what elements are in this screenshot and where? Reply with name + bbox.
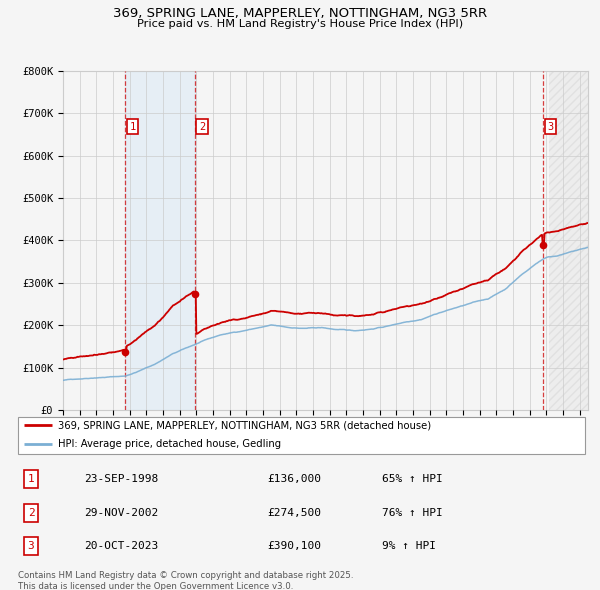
FancyBboxPatch shape [18, 417, 585, 454]
Text: 3: 3 [28, 541, 34, 551]
Text: HPI: Average price, detached house, Gedling: HPI: Average price, detached house, Gedl… [58, 439, 281, 449]
Text: 9% ↑ HPI: 9% ↑ HPI [382, 541, 436, 551]
Text: £274,500: £274,500 [267, 508, 321, 517]
Bar [549, 71, 588, 410]
Text: 1: 1 [130, 122, 136, 132]
Text: 3: 3 [547, 122, 553, 132]
Bar [549, 71, 588, 410]
Bar [125, 71, 195, 410]
Text: 369, SPRING LANE, MAPPERLEY, NOTTINGHAM, NG3 5RR (detached house): 369, SPRING LANE, MAPPERLEY, NOTTINGHAM,… [58, 421, 431, 430]
Text: £390,100: £390,100 [267, 541, 321, 551]
Text: 1: 1 [28, 474, 34, 484]
Text: 369, SPRING LANE, MAPPERLEY, NOTTINGHAM, NG3 5RR: 369, SPRING LANE, MAPPERLEY, NOTTINGHAM,… [113, 7, 487, 20]
Text: 29-NOV-2002: 29-NOV-2002 [84, 508, 158, 517]
Text: 65% ↑ HPI: 65% ↑ HPI [382, 474, 442, 484]
Text: £136,000: £136,000 [267, 474, 321, 484]
Text: 23-SEP-1998: 23-SEP-1998 [84, 474, 158, 484]
Text: 2: 2 [28, 508, 34, 517]
Text: Contains HM Land Registry data © Crown copyright and database right 2025.
This d: Contains HM Land Registry data © Crown c… [18, 571, 353, 590]
Text: 20-OCT-2023: 20-OCT-2023 [84, 541, 158, 551]
Text: 76% ↑ HPI: 76% ↑ HPI [382, 508, 442, 517]
Text: Price paid vs. HM Land Registry's House Price Index (HPI): Price paid vs. HM Land Registry's House … [137, 19, 463, 30]
Text: 2: 2 [199, 122, 205, 132]
